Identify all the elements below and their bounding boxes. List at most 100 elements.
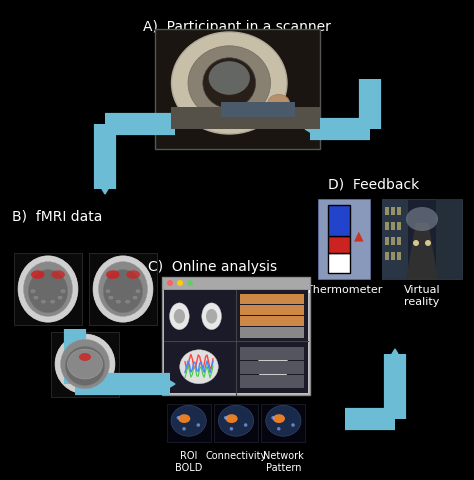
Text: ROI
BOLD: ROI BOLD <box>175 450 202 472</box>
Circle shape <box>413 240 419 247</box>
Ellipse shape <box>65 347 105 385</box>
FancyBboxPatch shape <box>397 238 401 245</box>
FancyBboxPatch shape <box>328 205 350 236</box>
Ellipse shape <box>178 414 190 423</box>
FancyBboxPatch shape <box>51 332 119 396</box>
Ellipse shape <box>95 371 99 373</box>
Circle shape <box>167 280 173 287</box>
FancyBboxPatch shape <box>240 328 304 338</box>
FancyBboxPatch shape <box>391 223 395 230</box>
Ellipse shape <box>188 47 271 121</box>
FancyBboxPatch shape <box>328 253 350 274</box>
Circle shape <box>291 423 295 427</box>
FancyBboxPatch shape <box>164 290 308 393</box>
FancyBboxPatch shape <box>391 238 395 245</box>
Text: Network
Pattern: Network Pattern <box>263 450 304 472</box>
Ellipse shape <box>257 351 289 383</box>
FancyBboxPatch shape <box>382 200 462 279</box>
Ellipse shape <box>406 207 438 231</box>
Ellipse shape <box>126 300 130 303</box>
Circle shape <box>177 416 180 420</box>
Text: Connectivity: Connectivity <box>205 450 266 460</box>
Ellipse shape <box>55 335 115 394</box>
FancyBboxPatch shape <box>221 103 295 118</box>
Text: Thermometer: Thermometer <box>306 285 382 294</box>
Ellipse shape <box>78 374 82 377</box>
FancyBboxPatch shape <box>397 207 401 216</box>
Circle shape <box>425 240 431 247</box>
Text: C)  Online analysis: C) Online analysis <box>148 260 277 274</box>
FancyBboxPatch shape <box>240 294 304 304</box>
Ellipse shape <box>136 290 140 293</box>
Ellipse shape <box>18 256 78 323</box>
Ellipse shape <box>88 374 91 377</box>
Ellipse shape <box>28 270 68 313</box>
Ellipse shape <box>219 406 254 436</box>
Circle shape <box>197 423 200 427</box>
Ellipse shape <box>109 297 113 300</box>
Ellipse shape <box>61 339 109 389</box>
Ellipse shape <box>203 59 255 109</box>
Ellipse shape <box>266 406 301 436</box>
Ellipse shape <box>41 300 46 303</box>
Ellipse shape <box>98 365 102 368</box>
FancyBboxPatch shape <box>240 317 304 327</box>
Ellipse shape <box>133 297 137 300</box>
FancyBboxPatch shape <box>155 30 320 150</box>
FancyBboxPatch shape <box>391 207 395 216</box>
FancyBboxPatch shape <box>385 207 389 216</box>
Ellipse shape <box>268 95 290 113</box>
Ellipse shape <box>51 271 65 279</box>
Ellipse shape <box>31 290 35 293</box>
Ellipse shape <box>106 271 119 279</box>
FancyBboxPatch shape <box>261 405 305 442</box>
Ellipse shape <box>31 271 45 279</box>
Ellipse shape <box>206 309 217 324</box>
Text: ▲: ▲ <box>354 229 364 242</box>
Ellipse shape <box>106 290 110 293</box>
Text: Virtual
reality: Virtual reality <box>404 285 440 306</box>
Polygon shape <box>406 224 438 279</box>
Circle shape <box>271 416 275 420</box>
Ellipse shape <box>93 256 153 323</box>
Ellipse shape <box>127 271 140 279</box>
Text: D)  Feedback: D) Feedback <box>328 178 419 192</box>
FancyBboxPatch shape <box>391 252 395 261</box>
Polygon shape <box>95 179 115 194</box>
Ellipse shape <box>172 33 287 135</box>
Ellipse shape <box>180 350 218 384</box>
Ellipse shape <box>174 309 185 324</box>
FancyBboxPatch shape <box>385 223 389 230</box>
Circle shape <box>277 427 281 431</box>
FancyBboxPatch shape <box>162 277 310 289</box>
FancyBboxPatch shape <box>240 347 304 360</box>
Ellipse shape <box>68 365 72 368</box>
Circle shape <box>224 416 228 420</box>
FancyBboxPatch shape <box>214 405 258 442</box>
Ellipse shape <box>24 262 73 317</box>
Ellipse shape <box>202 303 221 330</box>
Ellipse shape <box>171 406 206 436</box>
Ellipse shape <box>67 349 102 379</box>
Ellipse shape <box>34 297 38 300</box>
FancyBboxPatch shape <box>172 108 320 129</box>
FancyBboxPatch shape <box>397 252 401 261</box>
Circle shape <box>244 423 247 427</box>
Ellipse shape <box>209 62 250 96</box>
FancyBboxPatch shape <box>385 252 389 261</box>
FancyBboxPatch shape <box>397 223 401 230</box>
Circle shape <box>187 280 193 287</box>
Ellipse shape <box>71 371 75 373</box>
Text: B)  fMRI data: B) fMRI data <box>12 210 102 224</box>
Polygon shape <box>159 374 175 394</box>
Polygon shape <box>385 349 405 365</box>
Circle shape <box>182 427 186 431</box>
Ellipse shape <box>116 300 120 303</box>
Ellipse shape <box>58 297 62 300</box>
FancyBboxPatch shape <box>162 277 310 395</box>
FancyBboxPatch shape <box>167 405 210 442</box>
Ellipse shape <box>99 262 147 317</box>
FancyBboxPatch shape <box>14 253 82 325</box>
Text: A)  Participant in a scanner: A) Participant in a scanner <box>143 20 331 34</box>
Ellipse shape <box>226 414 237 423</box>
